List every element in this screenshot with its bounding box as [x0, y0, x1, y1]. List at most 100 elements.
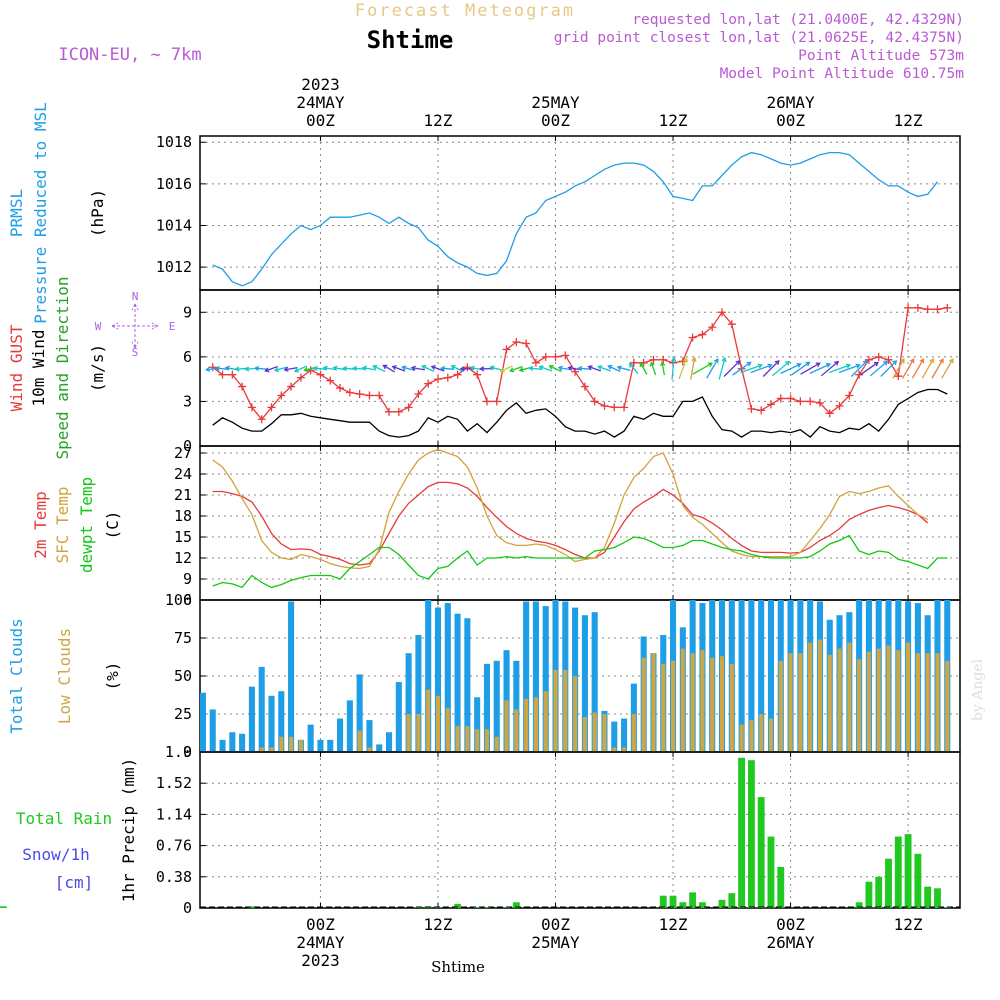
wind-arrow-head	[410, 365, 416, 371]
low-cloud-bar	[749, 720, 754, 752]
gust-marker	[855, 370, 864, 379]
wind-arrow	[809, 363, 831, 374]
total-cloud-bar	[209, 709, 216, 752]
low-cloud-bar	[817, 639, 823, 752]
gust-marker	[904, 303, 913, 312]
wind-arrow	[859, 361, 879, 376]
low-cloud-bar	[592, 712, 597, 752]
low-cloud-bar	[808, 642, 813, 752]
gust-marker	[698, 330, 707, 339]
wind-arrow	[549, 365, 562, 373]
wind-arrow-head	[332, 365, 338, 371]
low-cloud-bar	[651, 653, 656, 752]
wind-arrow-head	[518, 367, 524, 373]
gust-marker	[522, 339, 531, 348]
wind-arrow	[422, 365, 435, 373]
gust-marker	[894, 372, 903, 381]
wind-arrow-head	[909, 358, 915, 364]
wind-arrow-head	[721, 356, 727, 363]
total-cloud-bar	[483, 663, 490, 752]
rain-bar	[679, 902, 687, 908]
rain-bar	[777, 866, 785, 908]
wind-arrow-head	[746, 361, 752, 367]
top-axis-label: 25MAY	[531, 93, 580, 112]
wind-arrow-head	[205, 366, 211, 372]
label-precip: 1hr Precip (mm)	[119, 758, 138, 903]
low-cloud-bar	[612, 747, 617, 752]
panel-2: 0 3 6 9	[183, 290, 961, 455]
wind-arrow	[740, 364, 762, 374]
top-axis-label: 26MAY	[766, 93, 815, 112]
gust-marker	[208, 363, 217, 372]
wind-arrow	[451, 365, 464, 373]
wind-arrow	[500, 365, 513, 373]
wind-arrow-head	[459, 366, 465, 372]
total-cloud-bar	[258, 666, 265, 752]
low-cloud-bar	[455, 726, 460, 752]
y-tick-label: 1.9	[165, 743, 192, 761]
low-cloud-bar	[798, 653, 803, 752]
y-tick-label: 50	[174, 667, 192, 685]
gust-marker	[757, 406, 766, 415]
total-cloud-bar	[474, 697, 481, 752]
low-cloud-bar	[915, 653, 920, 752]
wind-arrow-head	[303, 367, 309, 373]
gust-marker	[786, 394, 795, 403]
model-name: ICON-EU, ~ 7km	[58, 45, 201, 65]
total-cloud-bar	[542, 606, 549, 752]
gust-marker	[355, 390, 364, 398]
total-cloud-bar	[621, 718, 628, 752]
wind-arrow-head	[253, 365, 260, 372]
gust-marker	[590, 397, 599, 406]
bottom-axis-label: 00Z	[541, 915, 570, 934]
panel-4: 0 25 50 75 100	[165, 591, 961, 761]
wind-arrow-head	[372, 364, 378, 370]
bottom-axis-label: 12Z	[659, 915, 688, 934]
gust-marker	[943, 303, 952, 312]
wind-arrow	[692, 362, 713, 375]
y-tick-label: 24	[174, 465, 192, 483]
wind-arrow-head	[892, 360, 898, 366]
gust-marker	[835, 401, 844, 410]
y-tick-label: 9	[183, 570, 192, 588]
wind-arrow-head	[607, 364, 613, 370]
gust-marker	[629, 358, 638, 367]
wind-arrow-head	[499, 367, 505, 373]
y-tick-label: 1018	[156, 133, 192, 151]
gust-marker	[718, 308, 727, 317]
gust-marker	[580, 382, 589, 391]
wind-arrow-head	[224, 365, 230, 371]
wind-arrow	[800, 362, 821, 375]
wind-arrow-head	[450, 364, 456, 370]
total-cloud-bar	[229, 732, 236, 752]
gust-marker	[492, 397, 501, 406]
bottom-axis-label: 26MAY	[766, 933, 815, 952]
total-cloud-bar	[356, 674, 363, 752]
wind-arrow-head	[735, 360, 741, 366]
wind-arrow	[558, 366, 572, 371]
rain-bar	[747, 760, 755, 908]
gust-marker	[766, 400, 775, 409]
total-cloud-bar	[434, 607, 442, 752]
gust-marker	[688, 333, 697, 342]
compass-w: W	[95, 320, 102, 333]
subtitle: Forecast Meteogram	[355, 1, 575, 21]
label-cm: [cm]	[55, 873, 94, 892]
rain-bar	[855, 902, 863, 908]
wind-arrow	[869, 361, 888, 377]
wind-arrow-head	[577, 365, 583, 372]
total-cloud-bar	[415, 634, 422, 752]
wind-arrow	[373, 365, 386, 373]
low-cloud-bar	[857, 659, 862, 752]
gust-marker	[326, 376, 335, 385]
y-tick-label: 27	[174, 444, 192, 462]
wind-arrow	[294, 365, 308, 373]
low-cloud-bar	[543, 691, 548, 752]
gust-marker	[267, 403, 276, 412]
series-line-10m-wind	[212, 388, 948, 438]
low-cloud-bar	[896, 650, 901, 752]
rain-bar	[689, 892, 697, 908]
info-line-2: grid point closest lon,lat (21.0625E, 42…	[554, 30, 964, 46]
gust-marker	[874, 352, 883, 361]
series-line-prmsl	[212, 151, 939, 287]
